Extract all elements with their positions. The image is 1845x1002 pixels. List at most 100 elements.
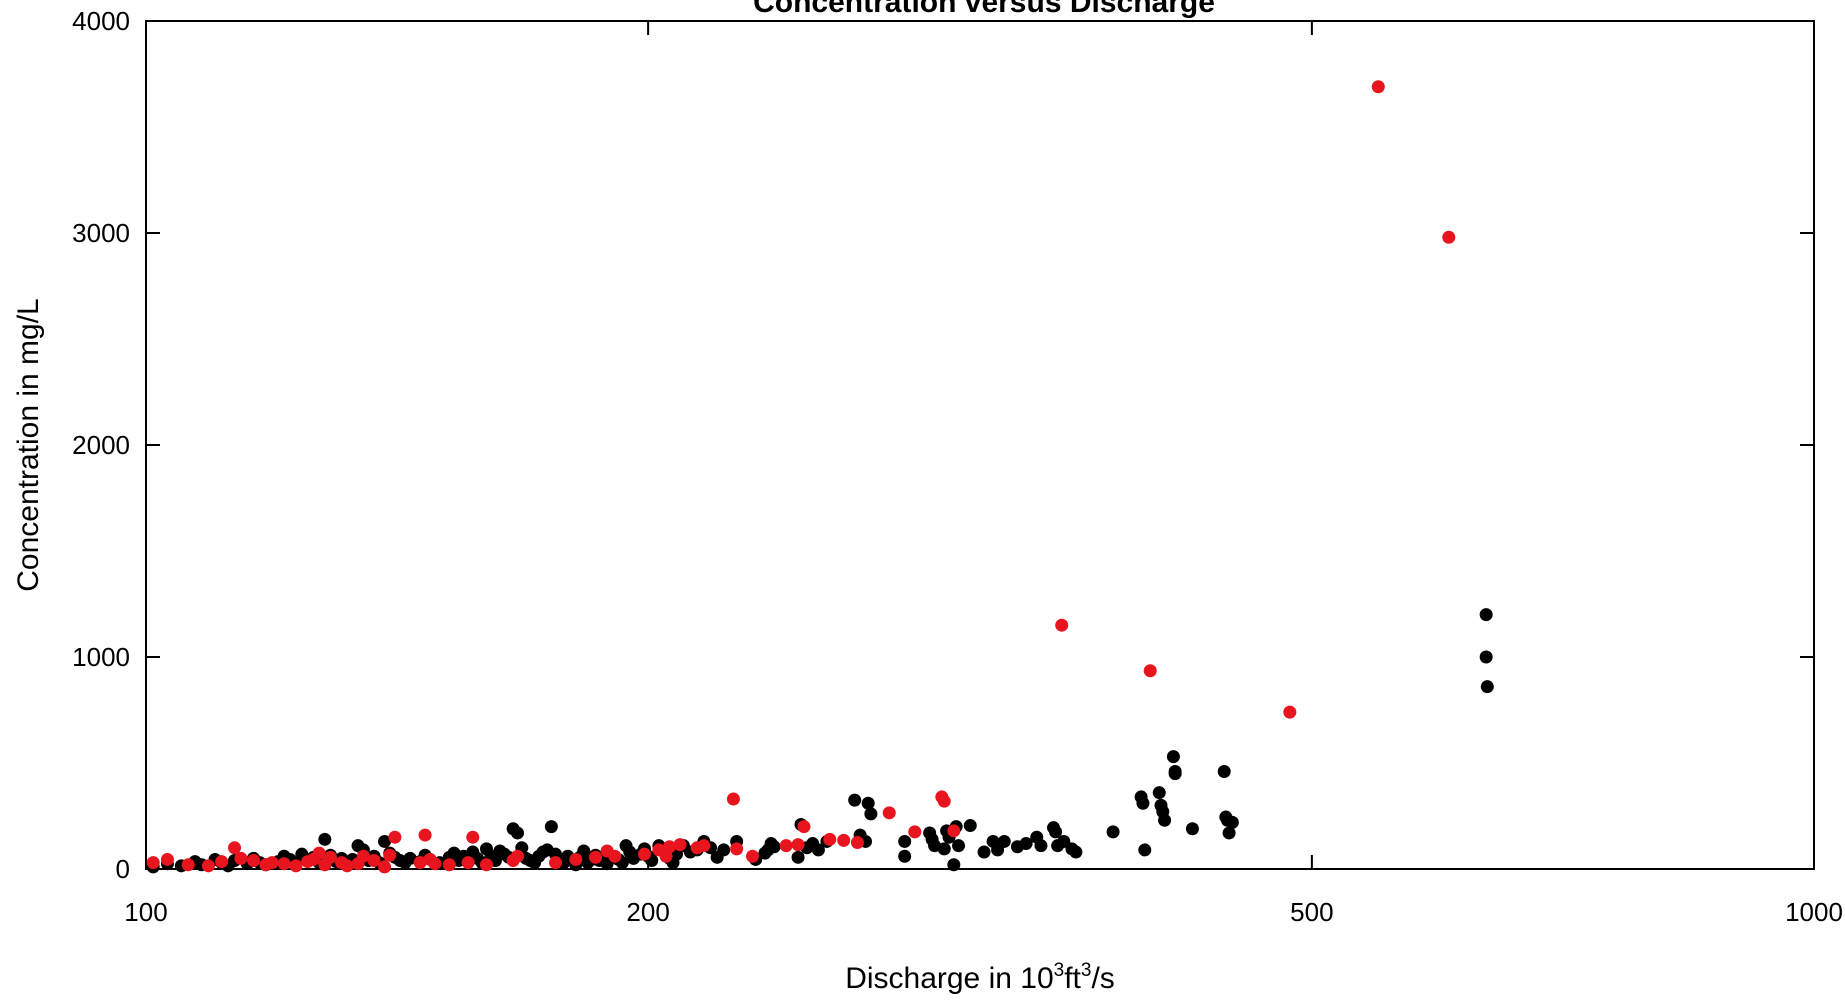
data-point xyxy=(312,846,326,860)
data-point xyxy=(1168,767,1182,781)
data-point xyxy=(746,849,760,863)
x-tick-label: 500 xyxy=(1290,897,1333,927)
x-axis-label-suffix: /s xyxy=(1091,962,1114,995)
data-point xyxy=(383,848,397,862)
data-point xyxy=(442,858,456,872)
data-point xyxy=(1055,618,1069,632)
data-point xyxy=(730,842,744,856)
data-point xyxy=(997,834,1011,848)
data-point xyxy=(1371,80,1385,94)
data-point xyxy=(1158,813,1172,827)
chart-title: Concentration versus Discharge xyxy=(753,0,1215,19)
data-point xyxy=(898,834,912,848)
x-axis-label-sup2: 3 xyxy=(1081,960,1092,981)
data-point xyxy=(1283,705,1297,719)
y-axis: 0 1000 2000 3000 4000 xyxy=(72,6,1814,884)
data-point xyxy=(697,839,711,853)
data-point xyxy=(388,830,402,844)
data-point xyxy=(963,819,977,833)
data-point xyxy=(837,833,851,847)
data-point xyxy=(717,843,731,857)
data-point xyxy=(882,806,896,820)
x-axis-label-sup1: 3 xyxy=(1054,960,1065,981)
data-point xyxy=(1479,650,1493,664)
data-point xyxy=(791,838,805,852)
data-point xyxy=(146,856,160,870)
data-point xyxy=(403,851,417,865)
data-point xyxy=(549,856,563,870)
x-tick-label: 200 xyxy=(626,897,669,927)
data-point xyxy=(367,854,381,868)
data-point xyxy=(823,832,837,846)
data-point xyxy=(1152,786,1166,800)
data-point xyxy=(791,850,805,864)
data-point xyxy=(1138,843,1152,857)
data-point xyxy=(937,794,951,808)
data-point xyxy=(356,849,370,863)
data-point xyxy=(340,859,354,873)
data-point xyxy=(1185,822,1199,836)
data-point xyxy=(461,856,475,870)
data-point xyxy=(977,845,991,859)
data-point xyxy=(479,858,493,872)
data-point xyxy=(418,828,432,842)
data-point xyxy=(265,856,279,870)
data-point xyxy=(952,839,966,853)
data-point xyxy=(947,824,961,838)
data-point xyxy=(811,843,825,857)
x-tick-label: 1000 xyxy=(1785,897,1843,927)
data-point xyxy=(289,859,303,873)
data-point xyxy=(589,850,603,864)
x-axis-label-prefix: Discharge in 10 xyxy=(845,962,1053,995)
y-tick-label: 0 xyxy=(116,854,130,884)
data-point xyxy=(908,825,922,839)
data-point xyxy=(861,796,875,810)
y-axis-label: Concentration in mg/L xyxy=(12,298,45,592)
y-tick-label: 3000 xyxy=(72,218,130,248)
data-point xyxy=(234,851,248,865)
data-point xyxy=(1166,750,1180,764)
data-point xyxy=(848,793,862,807)
data-point xyxy=(428,857,442,871)
data-point xyxy=(323,850,337,864)
data-point xyxy=(767,840,781,854)
data-point xyxy=(663,840,677,854)
series-2 xyxy=(146,80,1456,874)
data-point xyxy=(1480,680,1494,694)
data-point xyxy=(726,792,740,806)
data-point xyxy=(937,842,951,856)
data-point xyxy=(215,855,229,869)
data-point xyxy=(637,847,651,861)
data-point xyxy=(779,839,793,853)
data-point xyxy=(1106,825,1120,839)
data-point xyxy=(510,849,524,863)
data-point xyxy=(797,820,811,834)
data-point xyxy=(1049,825,1063,839)
data-point xyxy=(413,856,427,870)
data-point xyxy=(1136,796,1150,810)
series-1 xyxy=(146,608,1494,874)
data-point xyxy=(1222,826,1236,840)
data-point xyxy=(1225,815,1239,829)
data-point xyxy=(318,832,332,846)
data-points xyxy=(146,80,1494,874)
data-point xyxy=(1479,608,1493,622)
plot-frame xyxy=(145,20,1815,870)
data-point xyxy=(1442,230,1456,244)
x-axis: 100 200 500 1000 xyxy=(124,21,1843,927)
data-point xyxy=(378,860,392,874)
data-point xyxy=(247,854,261,868)
data-point xyxy=(228,841,242,855)
data-point xyxy=(1034,839,1048,853)
data-point xyxy=(277,857,291,871)
data-point xyxy=(947,858,961,872)
data-point xyxy=(850,836,864,849)
data-point xyxy=(1069,845,1083,859)
data-point xyxy=(466,830,480,844)
y-tick-label: 1000 xyxy=(72,642,130,672)
data-point xyxy=(608,849,622,863)
data-point xyxy=(544,820,558,834)
data-point xyxy=(1143,664,1157,678)
data-point xyxy=(1019,837,1033,851)
